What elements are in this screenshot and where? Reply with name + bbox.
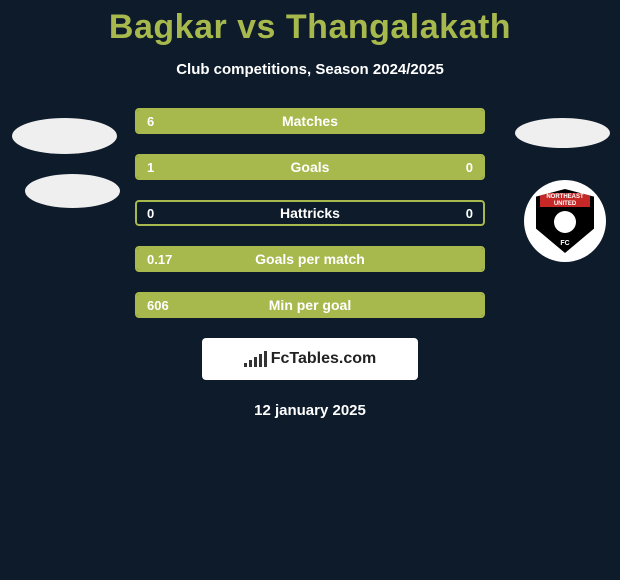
stat-row: 0.17Goals per match bbox=[135, 246, 485, 272]
bar-icon-segment bbox=[254, 357, 257, 367]
stat-row: 0Hattricks0 bbox=[135, 200, 485, 226]
brand-footer: FcTables.com bbox=[202, 338, 418, 380]
page-title: Bagkar vs Thangalakath bbox=[0, 0, 620, 47]
player-left-badge-2 bbox=[25, 174, 120, 208]
bar-icon-segment bbox=[244, 363, 247, 367]
bar-icon-segment bbox=[259, 354, 262, 367]
stat-left-value: 0.17 bbox=[147, 252, 172, 267]
club-logo-top-text: NORTHEAST UNITED bbox=[540, 193, 590, 207]
player-left-badge-1 bbox=[12, 118, 117, 154]
club-logo-bottom-text: FC bbox=[536, 240, 594, 247]
stat-left-value: 1 bbox=[147, 160, 154, 175]
stat-left-value: 6 bbox=[147, 114, 154, 129]
soccer-ball-icon bbox=[554, 211, 576, 233]
bar-icon-segment bbox=[249, 360, 252, 367]
brand-bars-icon bbox=[244, 351, 267, 367]
page-subtitle: Club competitions, Season 2024/2025 bbox=[0, 61, 620, 78]
club-logo: NORTHEAST UNITED FC bbox=[524, 180, 606, 262]
stat-row: 6Matches bbox=[135, 108, 485, 134]
stat-right-value: 0 bbox=[466, 160, 473, 175]
stat-row: 606Min per goal bbox=[135, 292, 485, 318]
stat-row: 1Goals0 bbox=[135, 154, 485, 180]
bar-icon-segment bbox=[264, 351, 267, 367]
stat-left-value: 0 bbox=[147, 206, 154, 221]
player-right-badge-1 bbox=[515, 118, 610, 148]
stat-left-value: 606 bbox=[147, 298, 169, 313]
club-shield-icon: NORTHEAST UNITED FC bbox=[536, 189, 594, 253]
stat-right-value: 0 bbox=[466, 206, 473, 221]
brand-text: FcTables.com bbox=[271, 350, 377, 368]
date-text: 12 january 2025 bbox=[0, 402, 620, 419]
